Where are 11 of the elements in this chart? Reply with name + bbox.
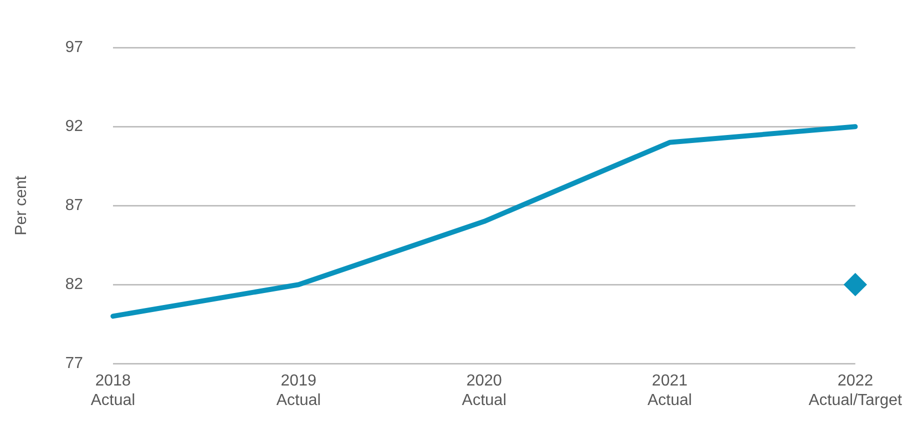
y-tick-label: 87 [65,197,84,214]
x-tick-label: 2020 Actual [462,372,506,409]
x-tick-label: 2022 Actual/Target [808,372,903,409]
x-tick-label: 2021 Actual [647,372,692,409]
y-tick-label: 77 [65,355,84,372]
y-tick-label: 82 [65,276,84,294]
x-tick-label: 2019 Actual [276,372,321,409]
y-tick-label: 97 [65,39,84,56]
x-tick-label: 2018 Actual [90,372,136,409]
y-tick-label: 92 [65,118,84,136]
y-axis-title: Per cent [13,175,30,236]
